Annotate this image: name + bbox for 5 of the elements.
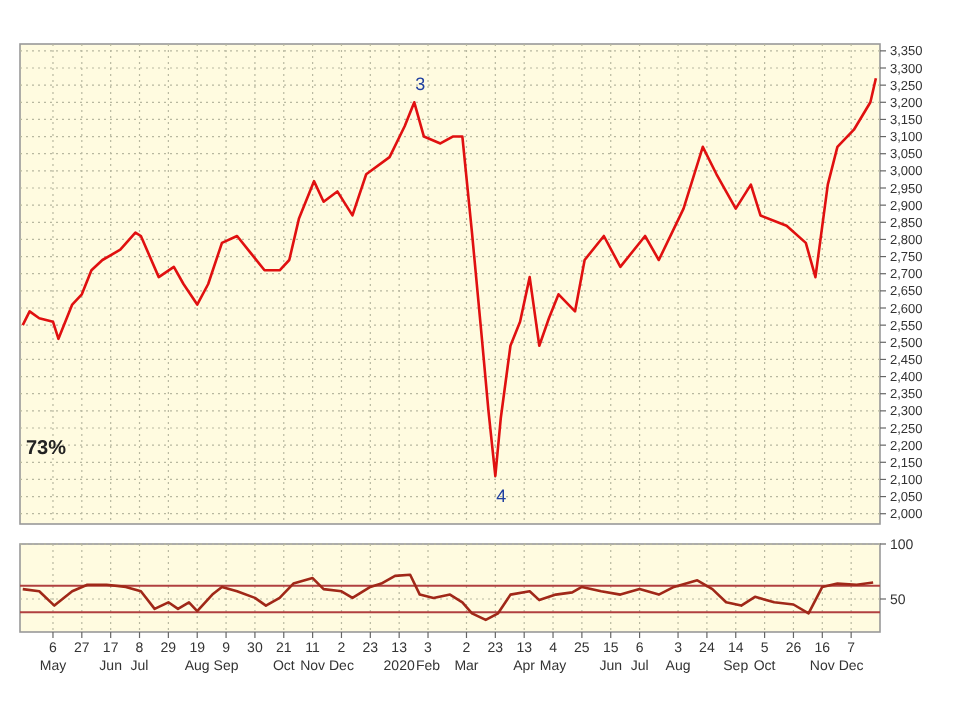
annotation: 73% xyxy=(26,438,67,460)
annotation: 3 xyxy=(415,74,426,95)
line-series xyxy=(21,573,875,622)
annotation: 4 xyxy=(496,486,507,506)
line-series xyxy=(21,76,878,478)
